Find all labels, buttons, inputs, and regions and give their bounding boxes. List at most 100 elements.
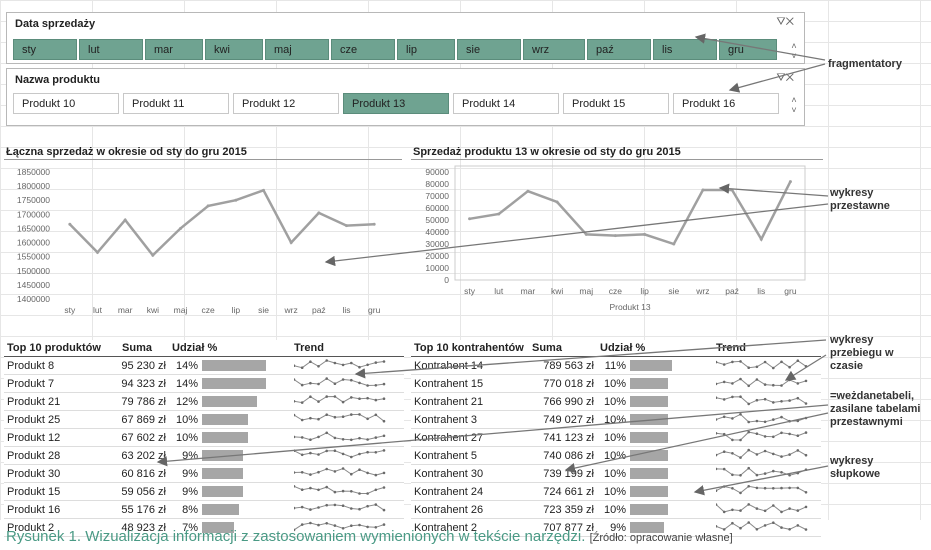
col-header: Udział % (169, 340, 291, 357)
trend-sparkline (292, 485, 386, 495)
row-sum: 723 359 zł (529, 500, 597, 519)
table-row: Kontrahent 26 723 359 zł 10% (411, 500, 821, 519)
trend-sparkline (292, 413, 386, 423)
trend-sparkline (292, 359, 386, 369)
month-option-0[interactable]: sty (13, 39, 77, 60)
share-bar (630, 378, 668, 389)
share-bar (630, 450, 668, 461)
row-trend-cell (291, 446, 404, 465)
x-tick-label: wrz (695, 286, 709, 296)
y-tick-label: 30000 (425, 239, 449, 249)
row-share: 14% (175, 377, 198, 390)
row-share: 10% (603, 503, 626, 516)
month-option-8[interactable]: wrz (523, 39, 585, 60)
col-header: Top 10 produktów (4, 340, 105, 357)
row-share: 10% (603, 467, 626, 480)
data-point (345, 224, 348, 228)
product-sales-chart[interactable]: 90000 80000 70000 60000 50000 40000 30000 20000… (413, 162, 810, 322)
chart-total-title: Łączna sprzedaż w okresie od sty do gru … (6, 146, 247, 158)
caption-source: [Źródło: opracowanie własne] (589, 532, 733, 544)
figure-caption: Rysunek 1. Wizualizacja informacji z zas… (6, 528, 733, 545)
row-share: 10% (175, 413, 198, 426)
row-share: 14% (175, 359, 198, 372)
row-share: 9% (182, 485, 198, 498)
row-sum: 741 123 zł (529, 428, 597, 447)
product-slicer: Nazwa produktu ⛛✕ Produkt 10 Produkt 11 Pr… (6, 68, 805, 126)
row-name: Produkt 15 (4, 482, 105, 501)
row-trend-cell (713, 410, 821, 429)
product-slicer-title: Nazwa produktu (15, 74, 100, 86)
product-option-2[interactable]: Produkt 12 (233, 93, 339, 114)
y-tick-label: 40000 (425, 227, 449, 237)
row-sum: 739 199 zł (529, 464, 597, 483)
x-tick-label: kwi (147, 305, 159, 315)
month-option-10[interactable]: lis (653, 39, 717, 60)
clear-filter-icon[interactable]: ⛛✕ (776, 72, 794, 84)
month-option-1[interactable]: lut (79, 39, 143, 60)
row-trend-cell (713, 428, 821, 447)
divider (411, 159, 823, 160)
row-share-cell: 9% (169, 464, 291, 483)
table-row: Kontrahent 15 770 018 zł 10% (411, 374, 821, 393)
trend-sparkline (714, 448, 808, 459)
x-tick-label: mar (118, 305, 133, 315)
row-trend-cell (291, 482, 404, 501)
product-option-1[interactable]: Produkt 11 (123, 93, 229, 114)
row-name: Produkt 12 (4, 428, 105, 447)
row-sum: 67 602 zł (105, 428, 169, 447)
month-option-3[interactable]: kwi (205, 39, 263, 60)
product-option-5[interactable]: Produkt 15 (563, 93, 669, 114)
y-tick-label: 80000 (425, 179, 449, 189)
row-share-cell: 11% (597, 356, 713, 375)
y-tick-label: 70000 (425, 191, 449, 201)
share-bar (630, 396, 668, 407)
clear-filter-icon[interactable]: ⛛✕ (776, 16, 794, 28)
month-slicer-scroll[interactable]: ˄ ˅ (791, 41, 797, 61)
row-name: Produkt 30 (4, 464, 105, 483)
table-row: Kontrahent 30 739 199 zł 10% (411, 464, 821, 483)
month-option-5[interactable]: cze (331, 39, 395, 60)
table-row: Produkt 8 95 230 zł 14% (4, 356, 404, 375)
row-share: 10% (603, 431, 626, 444)
row-share: 7% (182, 521, 198, 534)
table-row: Produkt 15 59 056 zł 9% (4, 482, 404, 501)
table-row: Kontrahent 2 707 877 zł 9% (411, 518, 821, 537)
share-bar (202, 414, 248, 425)
trend-sparkline (292, 467, 386, 477)
y-tick-label: 1450000 (17, 280, 50, 290)
share-bar (630, 468, 668, 479)
product-option-6[interactable]: Produkt 16 (673, 93, 779, 114)
row-share-cell: 10% (597, 428, 713, 447)
col-header: Suma (529, 340, 597, 357)
product-option-3[interactable]: Produkt 13 (343, 93, 449, 114)
row-share-cell: 10% (169, 410, 291, 429)
plot-area (454, 165, 806, 281)
x-tick-label: paź (725, 286, 739, 296)
annotation-pivot-charts: wykresy przestawne (830, 187, 890, 212)
y-tick-label: 1500000 (17, 266, 50, 276)
x-tick-label: gru (784, 286, 797, 296)
table-row: Produkt 7 94 323 zł 14% (4, 374, 404, 393)
product-slicer-scroll[interactable]: ˄ ˅ (791, 95, 797, 115)
trend-sparkline (714, 430, 808, 442)
row-name: Kontrahent 3 (411, 410, 529, 429)
month-option-2[interactable]: mar (145, 39, 203, 60)
month-option-4[interactable]: maj (265, 39, 329, 60)
table-row: Kontrahent 5 740 086 zł 10% (411, 446, 821, 465)
product-option-4[interactable]: Produkt 14 (453, 93, 559, 114)
share-bar (630, 360, 672, 371)
row-trend-cell (713, 446, 821, 465)
share-bar (202, 450, 243, 461)
y-tick-label: 1650000 (17, 223, 50, 233)
total-sales-chart[interactable]: 1850000 1800000 1750000 1700000 1650000 16000… (4, 162, 396, 322)
data-point (643, 232, 647, 236)
month-option-9[interactable]: paź (587, 39, 651, 60)
product-option-0[interactable]: Produkt 10 (13, 93, 119, 114)
col-header: Suma (105, 340, 169, 357)
month-option-6[interactable]: lip (397, 39, 455, 60)
row-share-cell: 8% (169, 500, 291, 519)
month-option-7[interactable]: sie (457, 39, 521, 60)
y-tick-label: 1400000 (17, 294, 50, 304)
data-point (526, 189, 530, 193)
row-share-cell: 10% (597, 482, 713, 501)
